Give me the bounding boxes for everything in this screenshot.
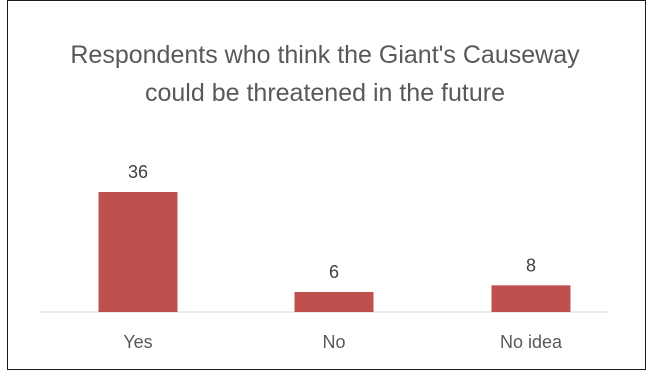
data-label: 6 — [329, 262, 339, 282]
data-label: 8 — [526, 255, 536, 275]
bar-no — [294, 292, 374, 312]
bar-yes — [98, 192, 178, 312]
data-label: 36 — [128, 162, 148, 182]
category-label: No idea — [500, 332, 563, 352]
bar-no-idea — [491, 285, 571, 312]
category-label: Yes — [123, 332, 152, 352]
chart-title: Respondents who think the Giant's Causew… — [70, 41, 580, 107]
category-label: No — [322, 332, 345, 352]
